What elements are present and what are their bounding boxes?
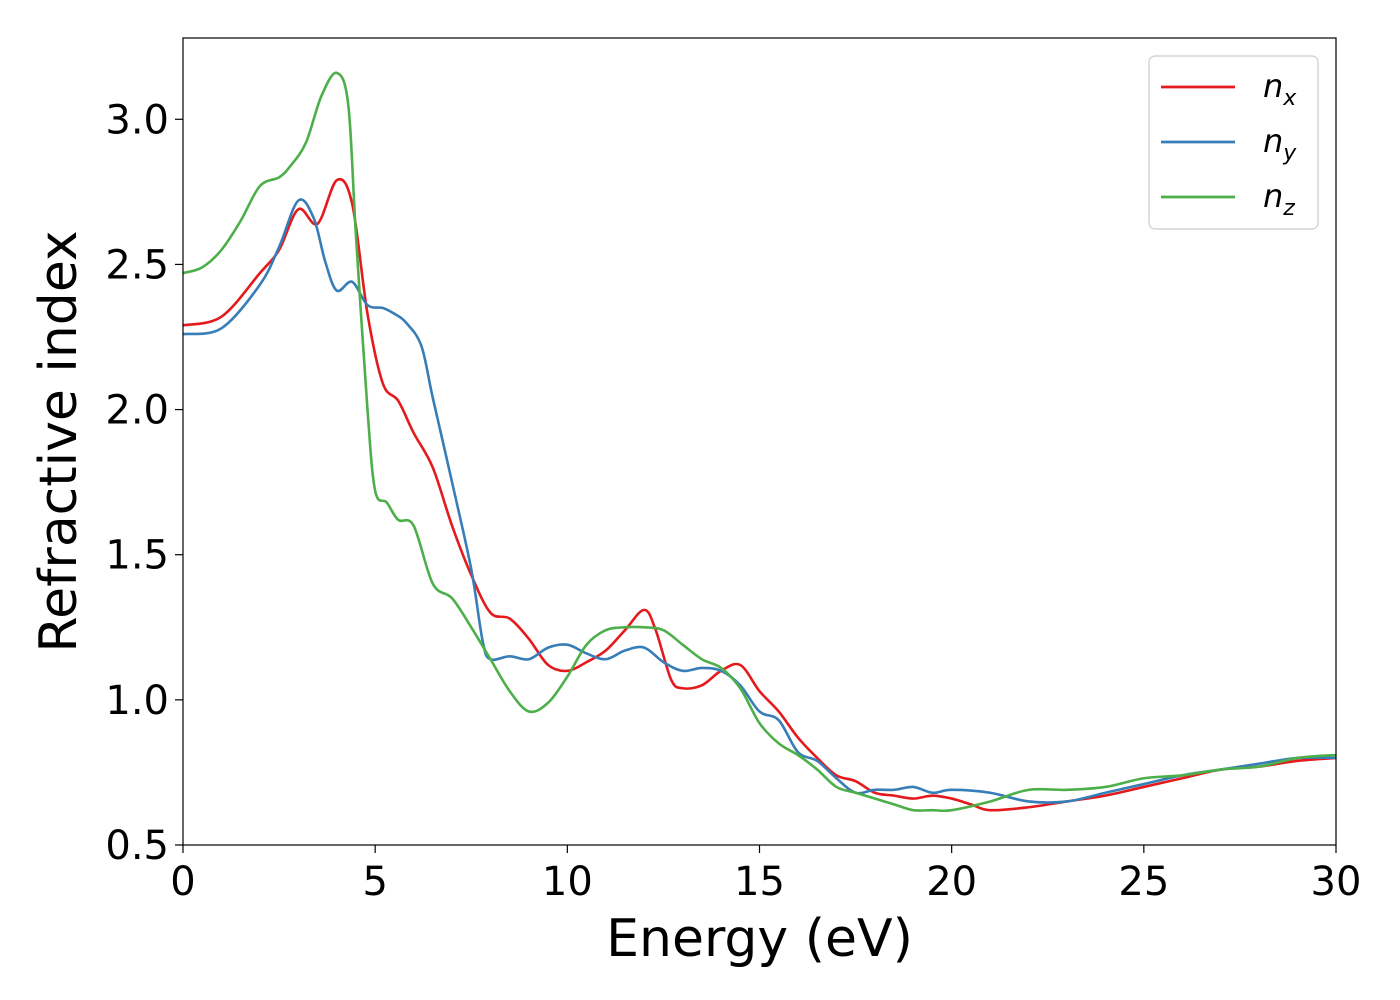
y-axis-ticks: 0.5 1.0 1.5 2.0 2.5 3.0 bbox=[105, 97, 183, 869]
y-tick-label: 0.5 bbox=[105, 823, 169, 869]
y-tick-label: 1.5 bbox=[105, 533, 169, 579]
x-tick-label: 30 bbox=[1311, 859, 1362, 905]
legend-entries: nx ny nz bbox=[1161, 67, 1297, 221]
x-axis-ticks: 0 5 10 15 20 25 30 bbox=[170, 845, 1361, 905]
legend-label: ny bbox=[1263, 122, 1297, 166]
legend-entry-y: ny bbox=[1161, 122, 1297, 166]
x-tick-label: 25 bbox=[1118, 859, 1169, 905]
legend-label: nx bbox=[1263, 67, 1297, 111]
series-line-x bbox=[182, 178, 1337, 812]
y-tick-label: 2.0 bbox=[105, 388, 169, 434]
legend: nx ny nz bbox=[1148, 55, 1319, 230]
legend-entry-z: nz bbox=[1161, 177, 1295, 221]
x-tick-label: 20 bbox=[926, 859, 977, 905]
y-axis-label: Refractive index bbox=[29, 230, 89, 652]
y-tick-label: 1.0 bbox=[105, 678, 169, 724]
series-lines bbox=[182, 71, 1337, 813]
x-axis-label: Energy (eV) bbox=[606, 909, 913, 969]
x-tick-label: 15 bbox=[734, 859, 785, 905]
y-tick-label: 2.5 bbox=[105, 242, 169, 288]
x-tick-label: 0 bbox=[170, 859, 195, 905]
series-line-y bbox=[182, 198, 1337, 804]
x-tick-label: 5 bbox=[362, 859, 387, 905]
series-line-z bbox=[182, 71, 1337, 813]
legend-entry-x: nx bbox=[1161, 67, 1297, 111]
y-tick-label: 3.0 bbox=[105, 97, 169, 143]
legend-label: nz bbox=[1263, 177, 1295, 221]
x-tick-label: 10 bbox=[542, 859, 593, 905]
